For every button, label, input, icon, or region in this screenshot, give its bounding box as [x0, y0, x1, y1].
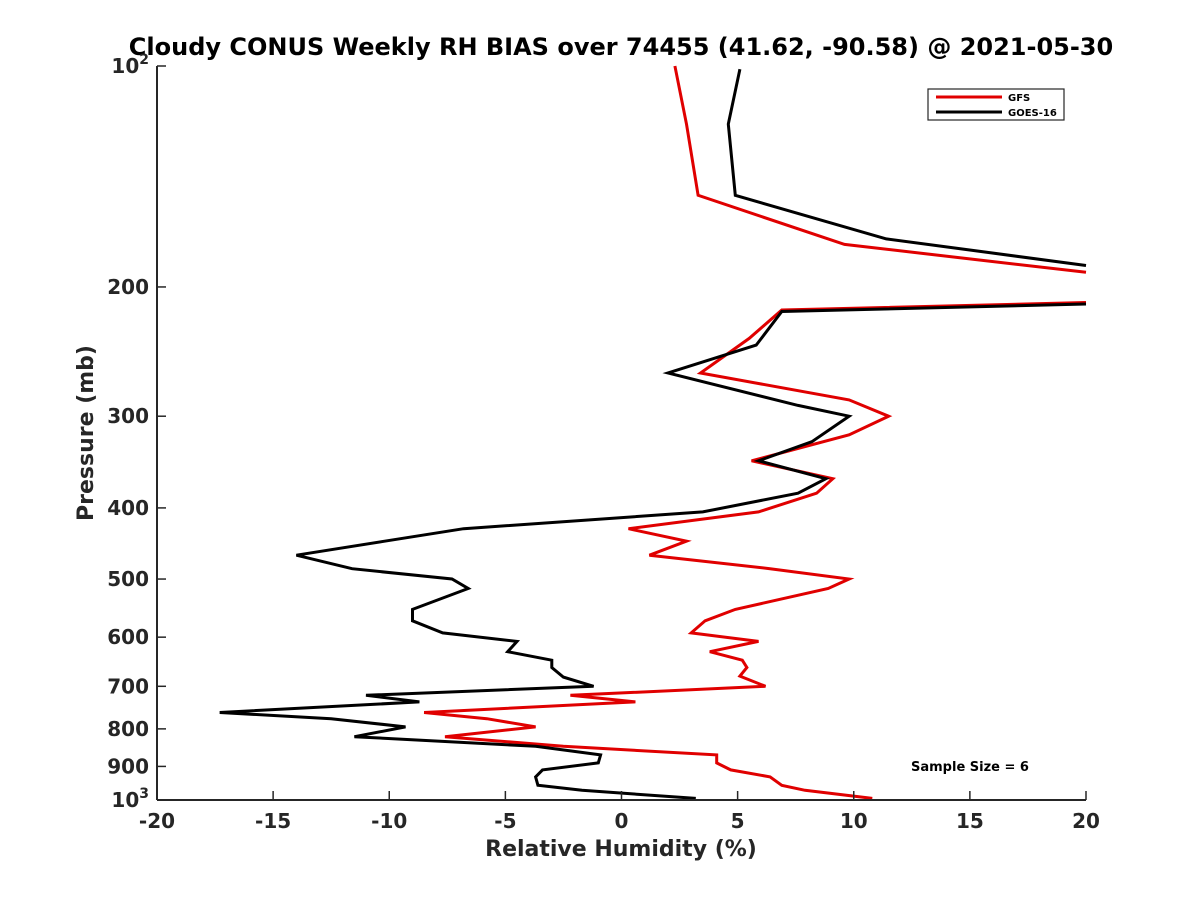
y-tick-label: 700: [107, 674, 149, 698]
x-tick-label: -20: [139, 809, 175, 833]
y-tick-label: 300: [107, 404, 149, 428]
series-line-goes-16-segment-2: [219, 302, 1087, 800]
x-axis-label: Relative Humidity (%): [485, 837, 757, 862]
x-tick-label: -15: [255, 809, 291, 833]
plot-background: [157, 66, 1086, 800]
y-tick-label: 200: [107, 275, 149, 299]
y-tick-label: 400: [107, 496, 149, 520]
chart-title: Cloudy CONUS Weekly RH BIAS over 74455 (…: [129, 33, 1113, 61]
series-line-gfs-segment-1: [673, 65, 1087, 274]
x-tick-label: 15: [956, 809, 984, 833]
series-line-goes-16-segment-1: [726, 68, 1087, 267]
x-tick-label: 5: [731, 809, 745, 833]
x-tick-label: 0: [615, 809, 629, 833]
y-tick-exponent: 3: [139, 786, 149, 802]
y-tick-base: 10: [111, 788, 139, 812]
legend-box: [927, 88, 1065, 121]
y-tick-exponent: 2: [139, 52, 149, 68]
y-tick-label: 800: [107, 717, 149, 741]
y-tick-label: 600: [107, 625, 149, 649]
x-tick-label: -5: [494, 809, 516, 833]
x-tick-label: 20: [1072, 809, 1100, 833]
x-tick-label: 10: [840, 809, 868, 833]
legend-label-goes-16: GOES-16: [1008, 108, 1057, 119]
sample-size-annotation: Sample Size = 6: [911, 760, 1029, 775]
x-tick-label: -10: [371, 809, 407, 833]
legend: GFS GOES-16: [927, 88, 1065, 121]
y-tick-label: 103: [111, 786, 149, 812]
y-tick-label: 500: [107, 567, 149, 591]
legend-label-gfs: GFS: [1008, 93, 1030, 104]
y-axis-label: Pressure (mb): [74, 345, 99, 521]
y-tick-label: 900: [107, 754, 149, 778]
y-tick-base: 10: [111, 54, 139, 78]
y-tick-label: 102: [111, 52, 149, 78]
series-line-gfs-segment-2: [423, 301, 1087, 800]
series-layer: [219, 65, 1087, 800]
ticks-layer: -20 -15 -10 -5 0 5 10 15 20102200300400500600700…: [107, 52, 1100, 833]
